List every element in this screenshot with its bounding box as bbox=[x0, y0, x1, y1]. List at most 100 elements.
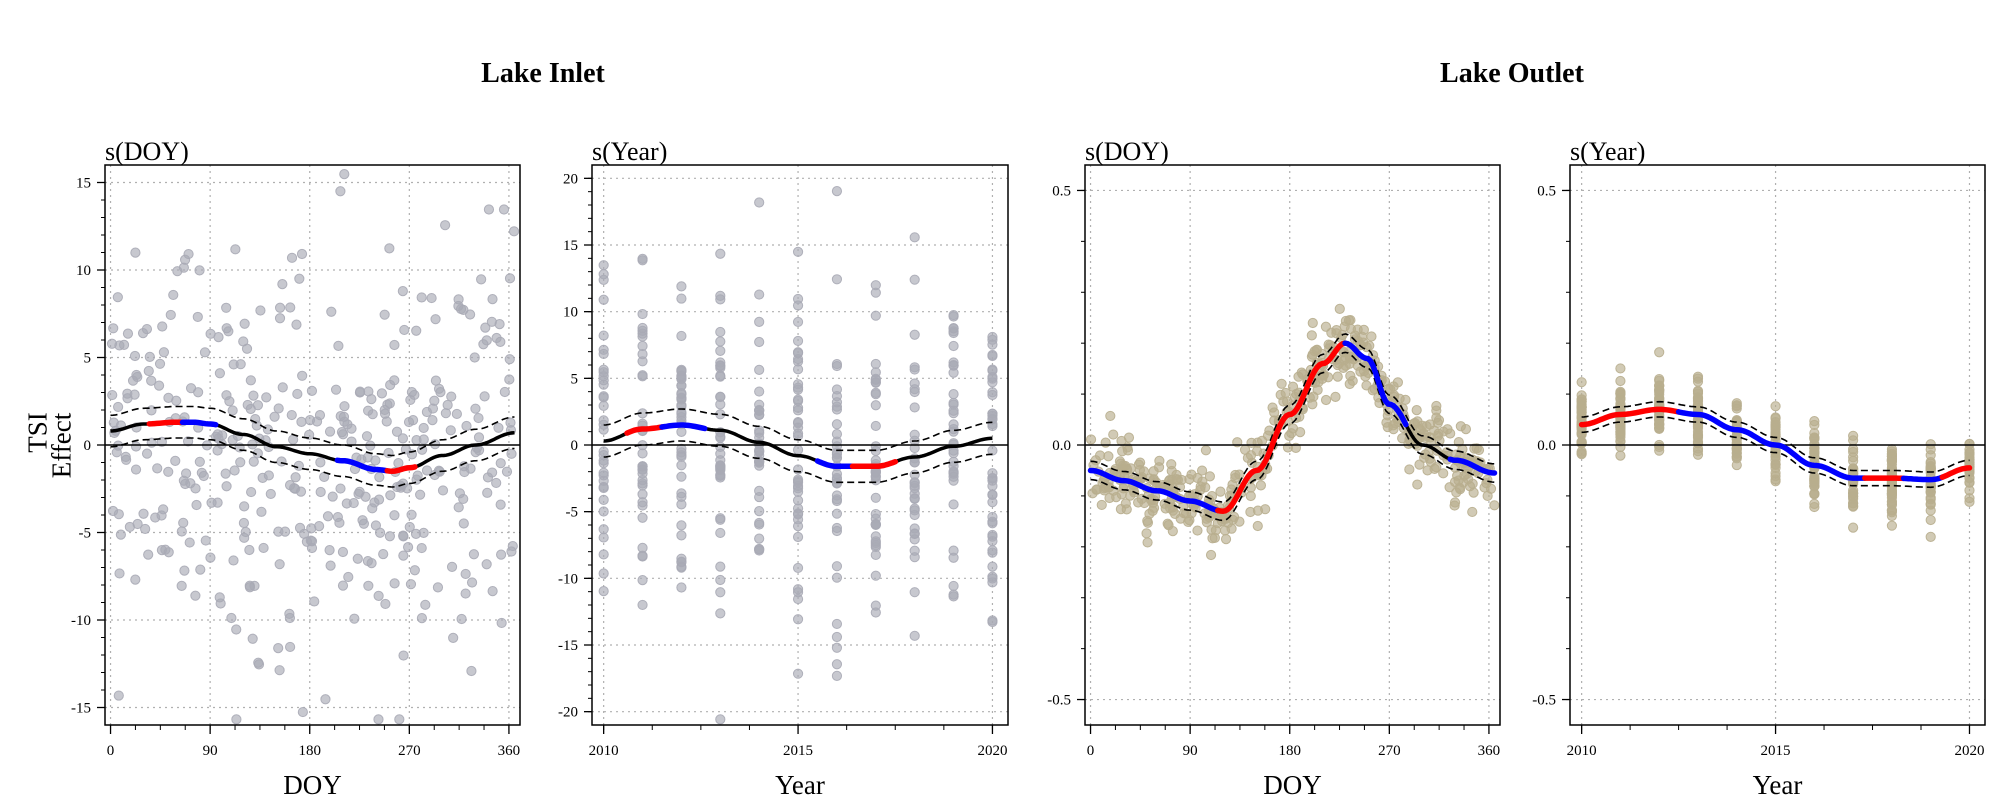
data-point bbox=[231, 624, 242, 635]
data-point bbox=[273, 403, 284, 414]
data-point bbox=[221, 302, 232, 313]
data-point bbox=[180, 468, 192, 479]
data-point bbox=[338, 411, 350, 423]
data-point bbox=[1654, 445, 1665, 456]
data-point bbox=[194, 265, 205, 276]
data-point bbox=[1085, 434, 1097, 445]
data-point bbox=[1172, 474, 1184, 485]
data-point bbox=[339, 169, 350, 180]
data-point bbox=[178, 517, 189, 528]
data-point bbox=[909, 274, 920, 285]
data-point bbox=[1197, 476, 1208, 487]
data-point bbox=[987, 561, 998, 572]
data-point bbox=[987, 365, 998, 376]
data-point bbox=[451, 408, 462, 420]
data-point bbox=[1307, 349, 1318, 360]
data-point bbox=[495, 458, 506, 469]
data-point bbox=[1108, 429, 1119, 440]
data-point bbox=[1692, 371, 1704, 382]
data-point bbox=[987, 473, 998, 484]
data-point bbox=[157, 321, 168, 332]
data-point bbox=[470, 403, 481, 414]
data-point bbox=[987, 545, 998, 556]
data-point bbox=[637, 575, 648, 586]
data-point bbox=[1615, 427, 1626, 438]
data-point bbox=[754, 409, 765, 420]
data-point bbox=[499, 386, 510, 398]
data-point bbox=[1848, 455, 1859, 467]
data-point bbox=[456, 613, 467, 625]
data-point bbox=[792, 495, 804, 506]
data-point bbox=[637, 550, 648, 561]
data-point bbox=[1352, 324, 1363, 335]
data-point bbox=[273, 643, 284, 654]
data-point bbox=[1848, 485, 1859, 496]
data-point bbox=[1809, 475, 1820, 486]
data-point bbox=[1210, 525, 1222, 536]
data-point bbox=[715, 469, 726, 481]
trend-segment-increasing bbox=[1939, 465, 1973, 480]
trend-segment-increasing bbox=[849, 458, 899, 470]
data-point bbox=[637, 512, 648, 523]
y-tick-label: 10 bbox=[76, 263, 91, 279]
data-point bbox=[1105, 410, 1116, 422]
data-point bbox=[107, 389, 118, 401]
data-point bbox=[354, 486, 365, 497]
x-tick-label: 2020 bbox=[977, 743, 1007, 759]
data-point bbox=[1104, 492, 1115, 504]
data-point bbox=[792, 668, 804, 679]
data-point bbox=[909, 329, 920, 340]
data-point bbox=[754, 364, 765, 375]
data-point bbox=[420, 599, 431, 610]
data-point bbox=[265, 488, 276, 500]
data-point bbox=[376, 388, 388, 399]
data-point bbox=[1215, 486, 1226, 497]
data-point bbox=[1397, 433, 1408, 444]
data-point bbox=[276, 456, 287, 467]
data-point bbox=[286, 409, 297, 421]
data-point bbox=[301, 536, 312, 547]
data-point bbox=[112, 292, 123, 303]
data-point bbox=[455, 303, 467, 315]
data-point bbox=[637, 308, 648, 320]
data-point bbox=[1770, 421, 1781, 433]
data-point bbox=[1122, 442, 1133, 453]
data-point bbox=[430, 314, 441, 325]
data-point bbox=[870, 377, 881, 388]
data-point bbox=[478, 339, 489, 350]
data-point bbox=[870, 518, 881, 530]
data-point bbox=[487, 467, 498, 478]
data-point bbox=[141, 448, 153, 459]
data-point bbox=[1230, 472, 1241, 484]
data-point bbox=[1469, 443, 1480, 454]
y-tick-label: 0.0 bbox=[1537, 438, 1556, 454]
data-point bbox=[143, 549, 154, 560]
data-point bbox=[637, 500, 648, 511]
x-tick-label: 180 bbox=[298, 743, 321, 759]
data-point bbox=[754, 506, 765, 517]
data-point bbox=[309, 596, 320, 607]
ci-upper-line bbox=[1581, 400, 1970, 473]
data-point bbox=[1186, 469, 1197, 480]
data-point bbox=[284, 612, 295, 624]
data-point bbox=[1252, 505, 1264, 516]
x-tick-label: 2015 bbox=[783, 743, 813, 759]
data-point bbox=[239, 501, 250, 512]
data-point bbox=[297, 706, 308, 718]
data-point bbox=[277, 279, 288, 290]
data-point bbox=[426, 292, 437, 304]
data-point bbox=[176, 580, 187, 591]
data-point bbox=[1576, 407, 1587, 418]
data-point bbox=[468, 549, 480, 560]
data-point bbox=[137, 328, 149, 339]
trend-segment-increasing bbox=[384, 464, 418, 474]
data-point bbox=[466, 577, 478, 588]
data-points bbox=[598, 186, 998, 725]
data-point bbox=[754, 197, 765, 208]
data-point bbox=[113, 690, 124, 701]
data-point bbox=[1964, 438, 1975, 449]
data-point bbox=[715, 431, 726, 442]
data-point bbox=[504, 354, 515, 365]
data-point bbox=[306, 385, 318, 396]
data-point bbox=[384, 531, 395, 542]
